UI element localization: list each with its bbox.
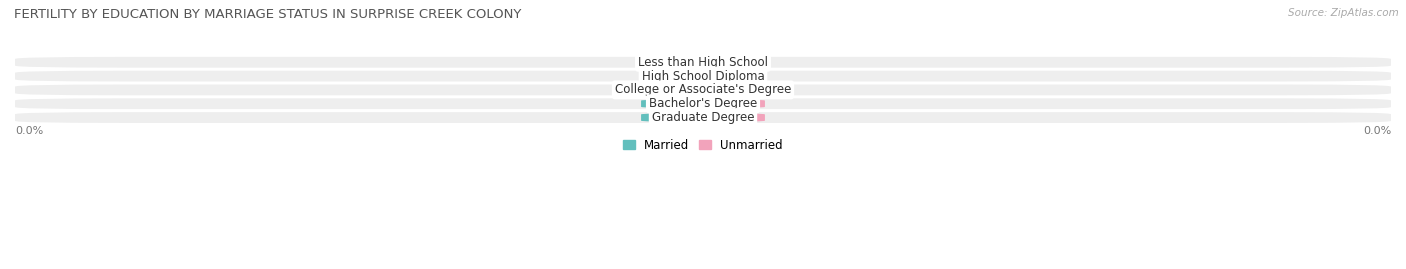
Text: 0.0%: 0.0%	[658, 99, 686, 109]
Text: FERTILITY BY EDUCATION BY MARRIAGE STATUS IN SURPRISE CREEK COLONY: FERTILITY BY EDUCATION BY MARRIAGE STATU…	[14, 8, 522, 21]
Text: 0.0%: 0.0%	[1362, 126, 1391, 136]
FancyBboxPatch shape	[703, 58, 765, 66]
FancyBboxPatch shape	[15, 112, 1391, 123]
FancyBboxPatch shape	[703, 72, 765, 80]
Text: Less than High School: Less than High School	[638, 56, 768, 69]
FancyBboxPatch shape	[15, 57, 1391, 68]
Text: 0.0%: 0.0%	[720, 71, 748, 81]
Text: 0.0%: 0.0%	[658, 57, 686, 67]
Text: College or Associate's Degree: College or Associate's Degree	[614, 83, 792, 96]
Text: 0.0%: 0.0%	[658, 85, 686, 95]
Text: 0.0%: 0.0%	[720, 85, 748, 95]
FancyBboxPatch shape	[15, 84, 1391, 95]
Text: 0.0%: 0.0%	[658, 71, 686, 81]
Text: 0.0%: 0.0%	[658, 112, 686, 123]
FancyBboxPatch shape	[641, 100, 703, 108]
FancyBboxPatch shape	[15, 98, 1391, 109]
Text: High School Diploma: High School Diploma	[641, 70, 765, 83]
FancyBboxPatch shape	[641, 58, 703, 66]
Text: 0.0%: 0.0%	[720, 112, 748, 123]
Legend: Married, Unmarried: Married, Unmarried	[619, 134, 787, 157]
Text: Bachelor's Degree: Bachelor's Degree	[650, 97, 756, 110]
FancyBboxPatch shape	[703, 100, 765, 108]
Text: Source: ZipAtlas.com: Source: ZipAtlas.com	[1288, 8, 1399, 18]
Text: 0.0%: 0.0%	[720, 99, 748, 109]
FancyBboxPatch shape	[703, 86, 765, 94]
Text: Graduate Degree: Graduate Degree	[652, 111, 754, 124]
FancyBboxPatch shape	[703, 113, 765, 122]
FancyBboxPatch shape	[641, 113, 703, 122]
Text: 0.0%: 0.0%	[720, 57, 748, 67]
FancyBboxPatch shape	[641, 72, 703, 80]
FancyBboxPatch shape	[15, 71, 1391, 82]
Text: 0.0%: 0.0%	[15, 126, 44, 136]
FancyBboxPatch shape	[641, 86, 703, 94]
